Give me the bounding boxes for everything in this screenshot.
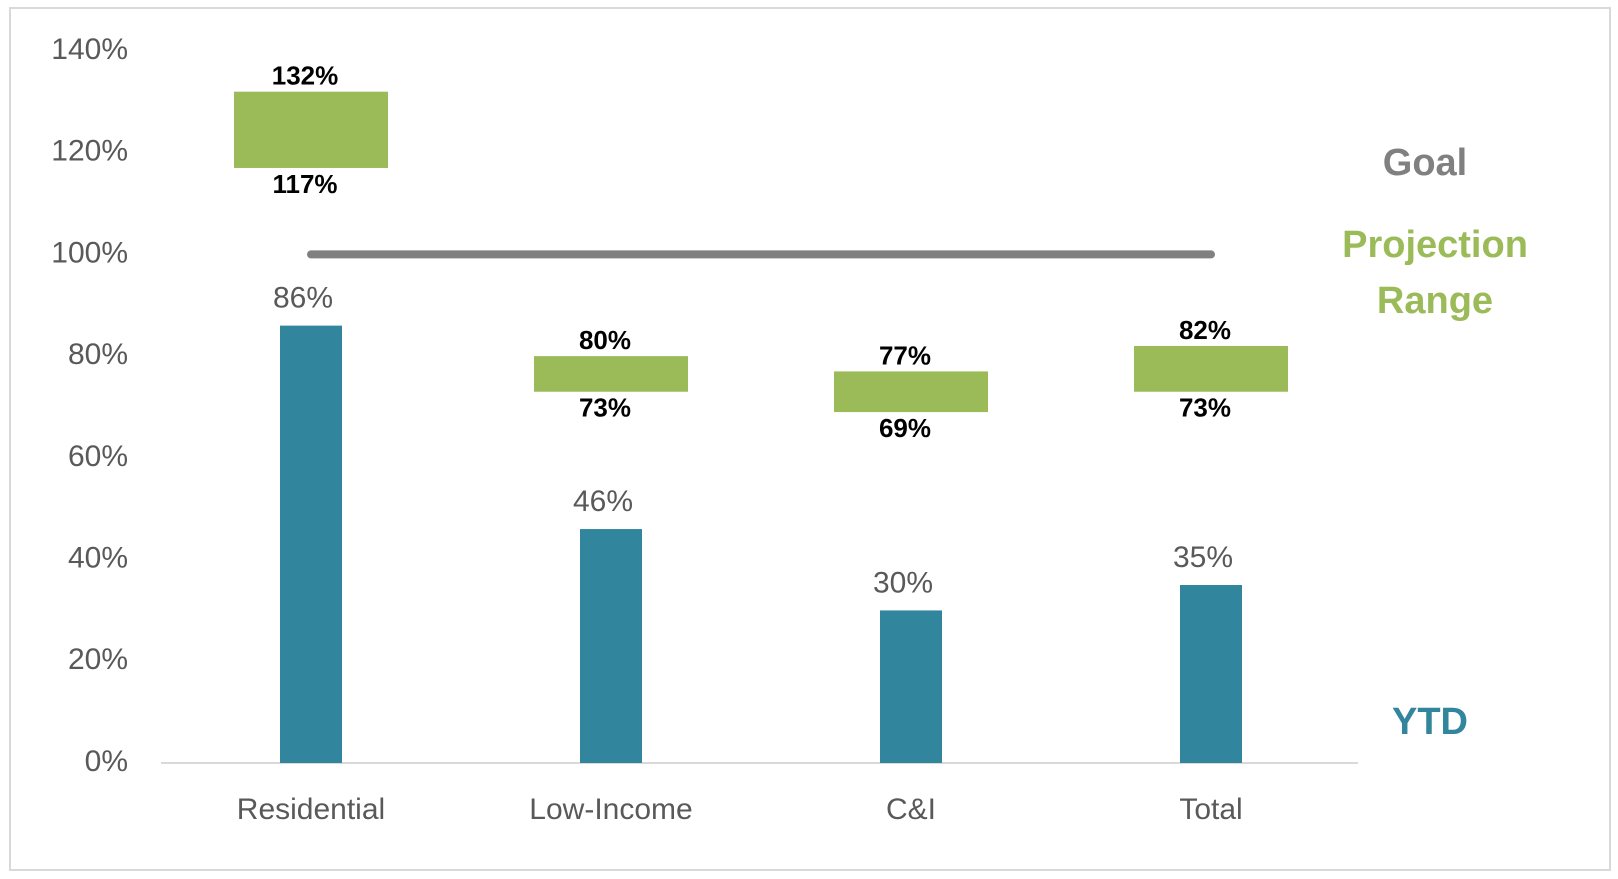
y-tick-label: 140% [51, 33, 128, 66]
range-box [834, 371, 988, 413]
range-low-label: 73% [579, 393, 631, 423]
y-tick-label: 80% [68, 338, 128, 371]
x-tick-label: Low-Income [529, 793, 692, 826]
y-tick-label: 40% [68, 541, 128, 574]
range-low-label: 69% [879, 413, 931, 443]
bar-label: 46% [573, 485, 633, 518]
x-tick-label: Total [1179, 793, 1242, 826]
legend-label: Projection Range [1342, 224, 1528, 322]
range-high-label: 132% [272, 61, 339, 91]
chart-frame [9, 7, 1611, 871]
bar [280, 325, 342, 763]
bar [1180, 585, 1242, 763]
range-low-label: 73% [1179, 393, 1231, 423]
bar-label: 30% [873, 566, 933, 599]
range-low-label: 117% [272, 169, 337, 199]
bar [580, 529, 642, 763]
legend-label: YTD [1392, 701, 1468, 743]
range-high-label: 77% [879, 340, 931, 370]
y-tick-label: 0% [85, 745, 128, 778]
bar [880, 610, 942, 763]
range-box [234, 91, 388, 168]
x-tick-label: Residential [237, 793, 385, 826]
legend-label: Goal [1382, 142, 1468, 184]
y-tick-label: 20% [68, 643, 128, 676]
x-tick-label: C&I [886, 793, 936, 826]
bar-label: 35% [1173, 541, 1233, 574]
bar-label: 86% [273, 282, 333, 315]
y-tick-label: 60% [68, 440, 128, 473]
y-tick-label: 100% [51, 236, 128, 269]
range-high-label: 82% [1179, 315, 1231, 345]
range-high-label: 80% [579, 325, 631, 355]
range-box [534, 356, 688, 392]
range-box [1134, 345, 1288, 392]
y-tick-label: 120% [51, 135, 128, 168]
